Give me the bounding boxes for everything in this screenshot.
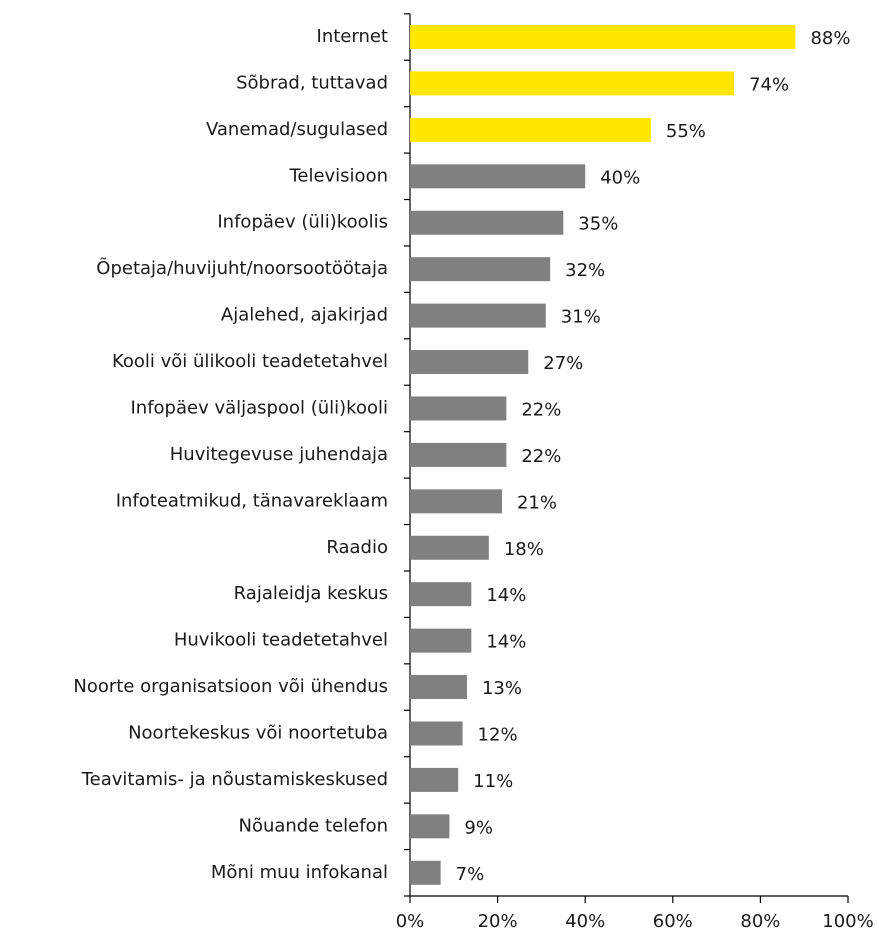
bar xyxy=(410,860,441,885)
bar xyxy=(410,442,507,467)
value-label: 74% xyxy=(749,74,789,95)
category-label: Internet xyxy=(317,26,388,47)
bar xyxy=(410,675,467,700)
category-label: Infopäev (üli)koolis xyxy=(217,212,388,233)
value-label: 18% xyxy=(504,539,544,560)
category-label: Huvitegevuse juhendaja xyxy=(170,444,388,465)
bar xyxy=(410,535,489,560)
x-tick-label: 0% xyxy=(396,911,425,932)
value-label: 22% xyxy=(521,399,561,420)
category-label: Noortekeskus või noortetuba xyxy=(128,722,388,743)
category-label: Vanemad/sugulased xyxy=(206,119,388,140)
bar xyxy=(410,767,459,792)
value-label: 40% xyxy=(600,167,640,188)
category-label: Sõbrad, tuttavad xyxy=(236,72,388,93)
category-label: Teavitamis- ja nõustamiskeskused xyxy=(81,769,388,790)
category-label: Nõuande telefon xyxy=(238,815,388,836)
value-label: 55% xyxy=(666,121,706,142)
category-label: Infopäev väljaspool (üli)kooli xyxy=(130,397,388,418)
bar xyxy=(410,25,796,50)
category-label: Rajaleidja keskus xyxy=(234,583,388,604)
bar xyxy=(410,257,551,282)
bar xyxy=(410,350,529,375)
value-label: 12% xyxy=(478,724,518,745)
x-tick-label: 60% xyxy=(653,911,693,932)
category-label: Õpetaja/huvijuht/noorsootöötaja xyxy=(96,257,388,279)
bar xyxy=(410,721,463,746)
category-label: Televisioon xyxy=(288,165,388,186)
value-label: 13% xyxy=(482,678,522,699)
category-label: Infoteatmikud, tänavareklaam xyxy=(116,490,388,511)
bar xyxy=(410,814,450,839)
bar xyxy=(410,628,472,653)
value-label: 9% xyxy=(464,817,493,838)
category-label: Ajalehed, ajakirjad xyxy=(221,305,388,326)
value-label: 88% xyxy=(810,28,850,49)
value-label: 14% xyxy=(486,585,526,606)
bar xyxy=(410,582,472,607)
value-label: 32% xyxy=(565,260,605,281)
bar xyxy=(410,117,651,142)
value-label: 11% xyxy=(473,771,513,792)
bar xyxy=(410,71,735,96)
value-label: 27% xyxy=(543,353,583,374)
category-label: Raadio xyxy=(326,537,388,558)
value-label: 22% xyxy=(521,446,561,467)
bar xyxy=(410,303,546,328)
value-label: 21% xyxy=(517,492,557,513)
bar xyxy=(410,396,507,421)
value-label: 14% xyxy=(486,632,526,653)
x-tick-label: 40% xyxy=(565,911,605,932)
category-label: Kooli või ülikooli teadetetahvel xyxy=(112,351,388,372)
x-tick-label: 20% xyxy=(478,911,518,932)
x-tick-label: 100% xyxy=(822,911,873,932)
category-label: Mõni muu infokanal xyxy=(211,862,388,883)
bar xyxy=(410,489,502,514)
value-label: 7% xyxy=(456,864,485,885)
category-label: Noorte organisatsioon või ühendus xyxy=(73,676,388,697)
x-tick-label: 80% xyxy=(740,911,780,932)
value-label: 31% xyxy=(561,307,601,328)
bar xyxy=(410,164,586,189)
bar xyxy=(410,210,564,235)
category-label: Huvikooli teadetetahvel xyxy=(174,630,388,651)
value-label: 35% xyxy=(578,214,618,235)
